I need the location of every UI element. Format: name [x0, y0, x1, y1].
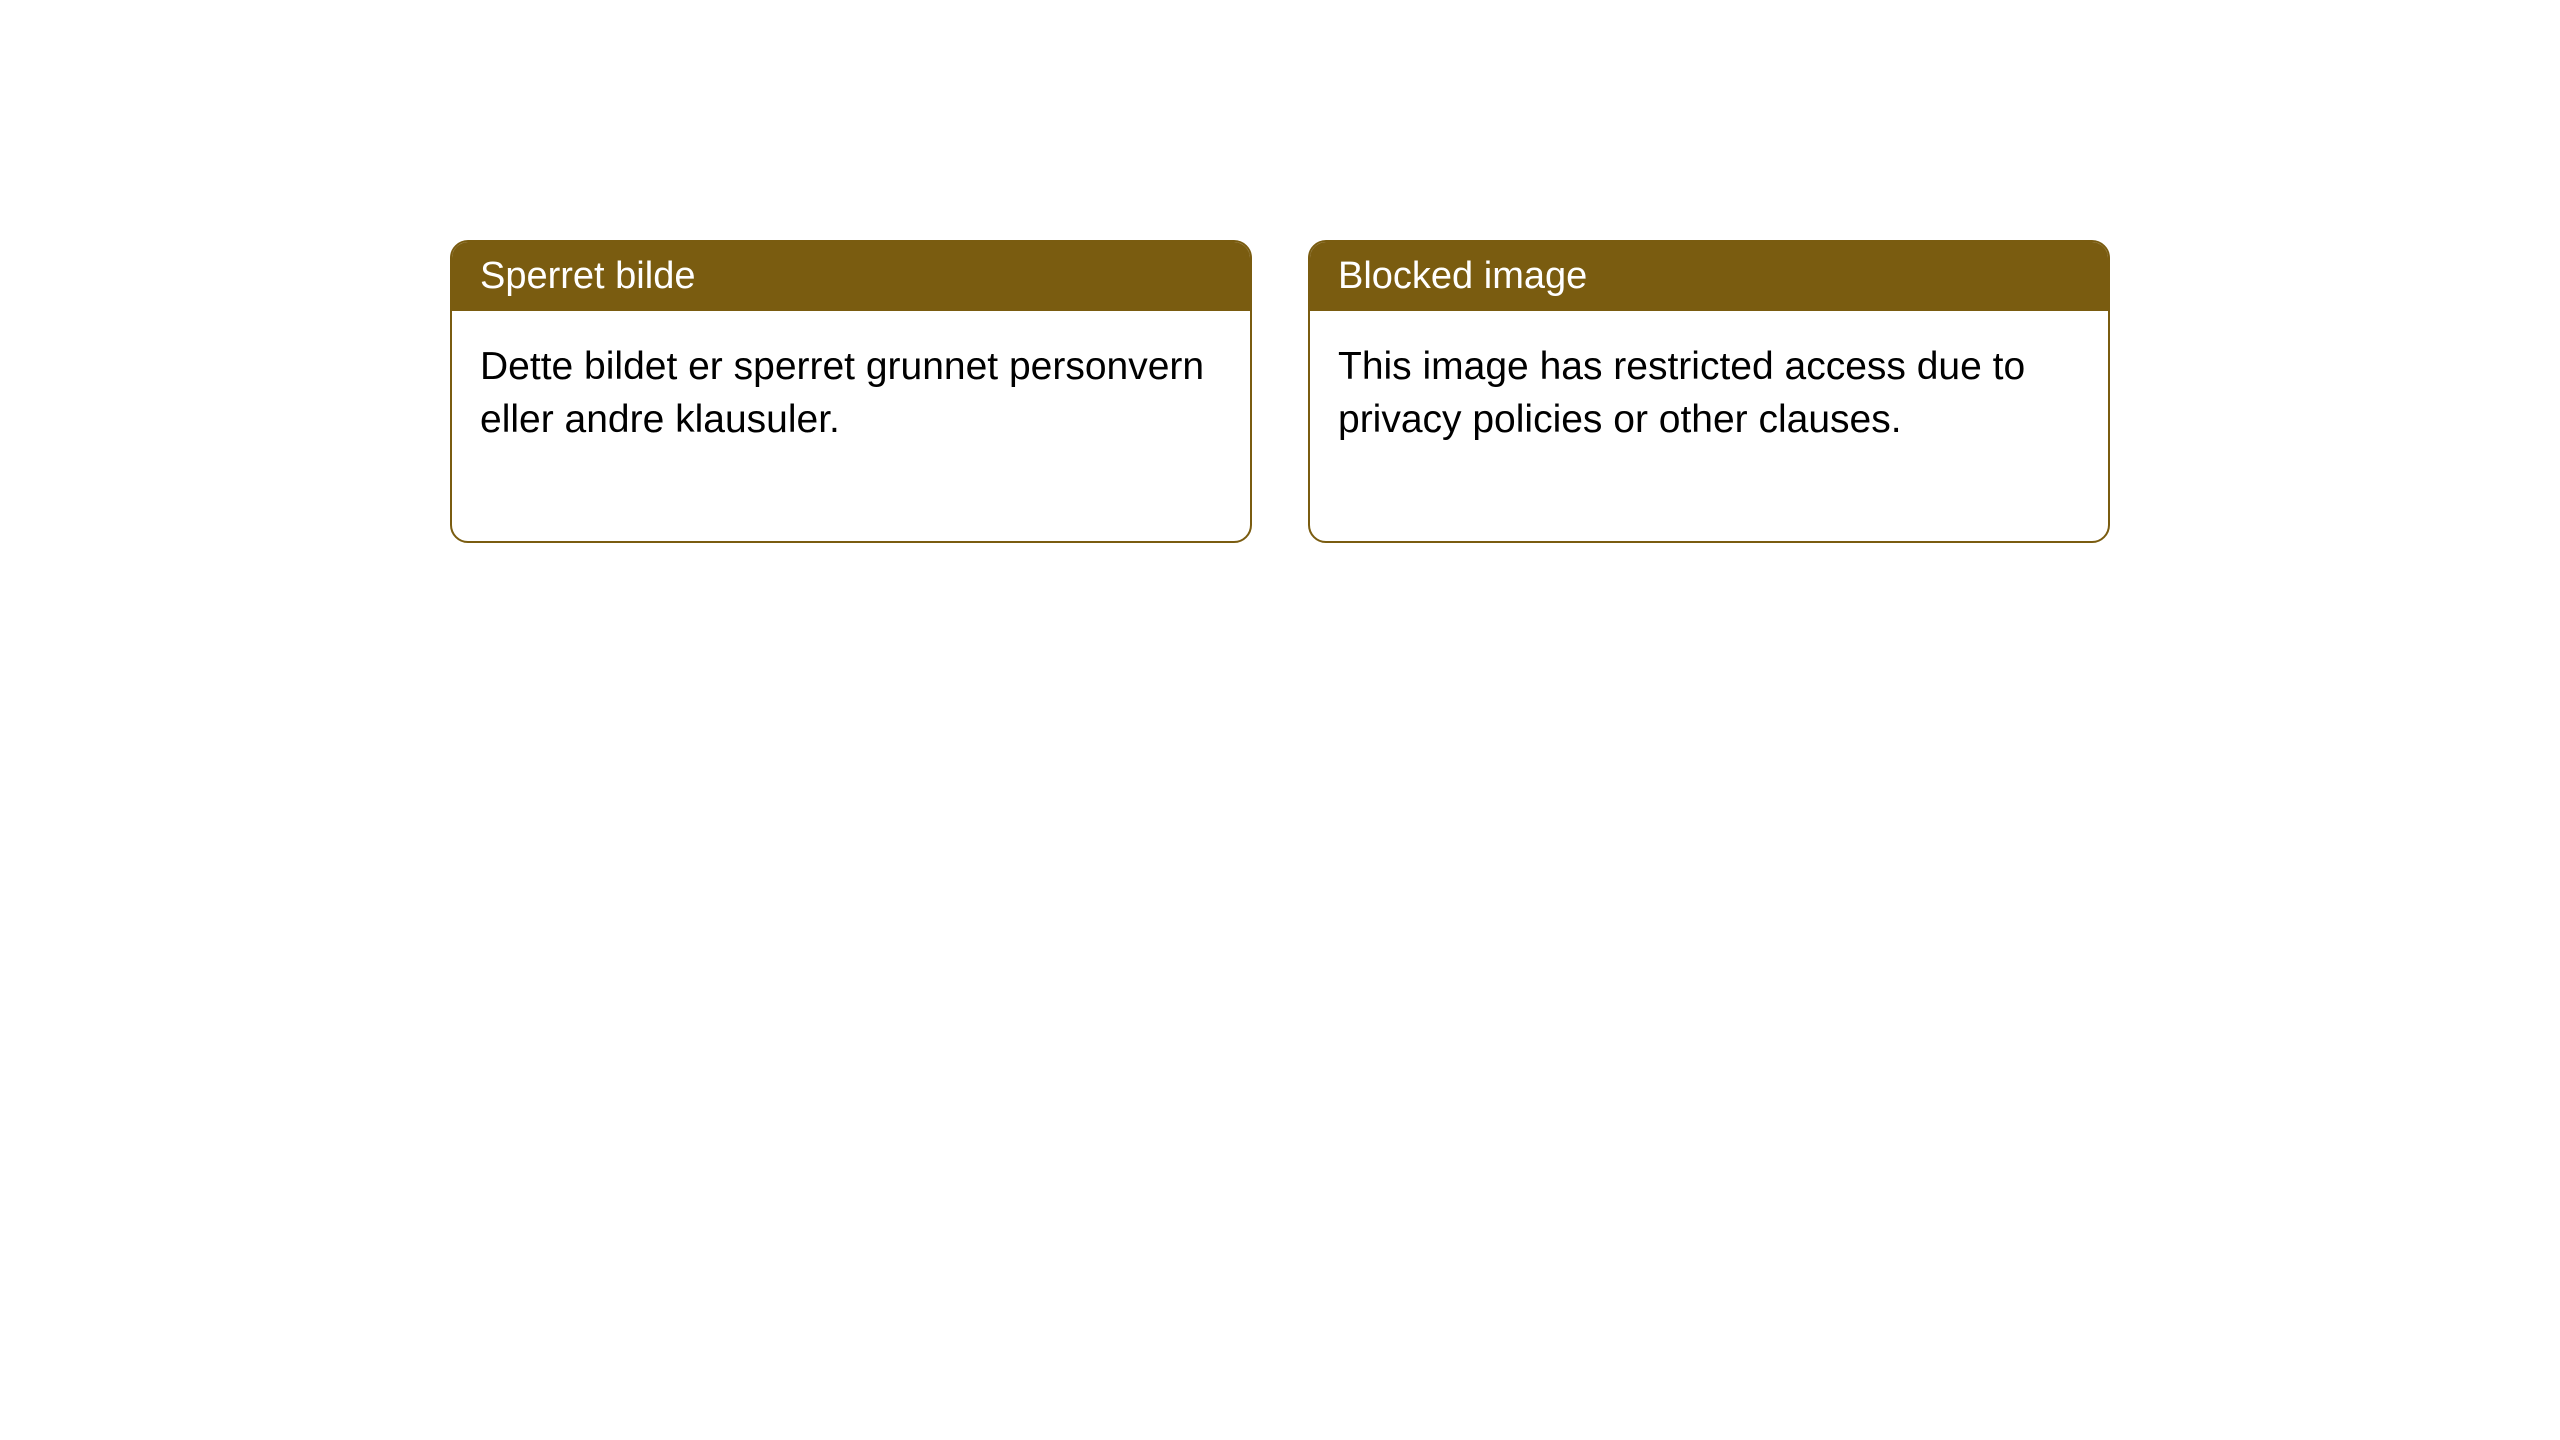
notice-body-english: This image has restricted access due to … — [1310, 311, 2108, 541]
notice-header-norwegian: Sperret bilde — [452, 242, 1250, 311]
notice-card-norwegian: Sperret bilde Dette bildet er sperret gr… — [450, 240, 1252, 543]
notice-card-english: Blocked image This image has restricted … — [1308, 240, 2110, 543]
notice-container: Sperret bilde Dette bildet er sperret gr… — [450, 240, 2110, 543]
notice-header-english: Blocked image — [1310, 242, 2108, 311]
notice-body-norwegian: Dette bildet er sperret grunnet personve… — [452, 311, 1250, 541]
